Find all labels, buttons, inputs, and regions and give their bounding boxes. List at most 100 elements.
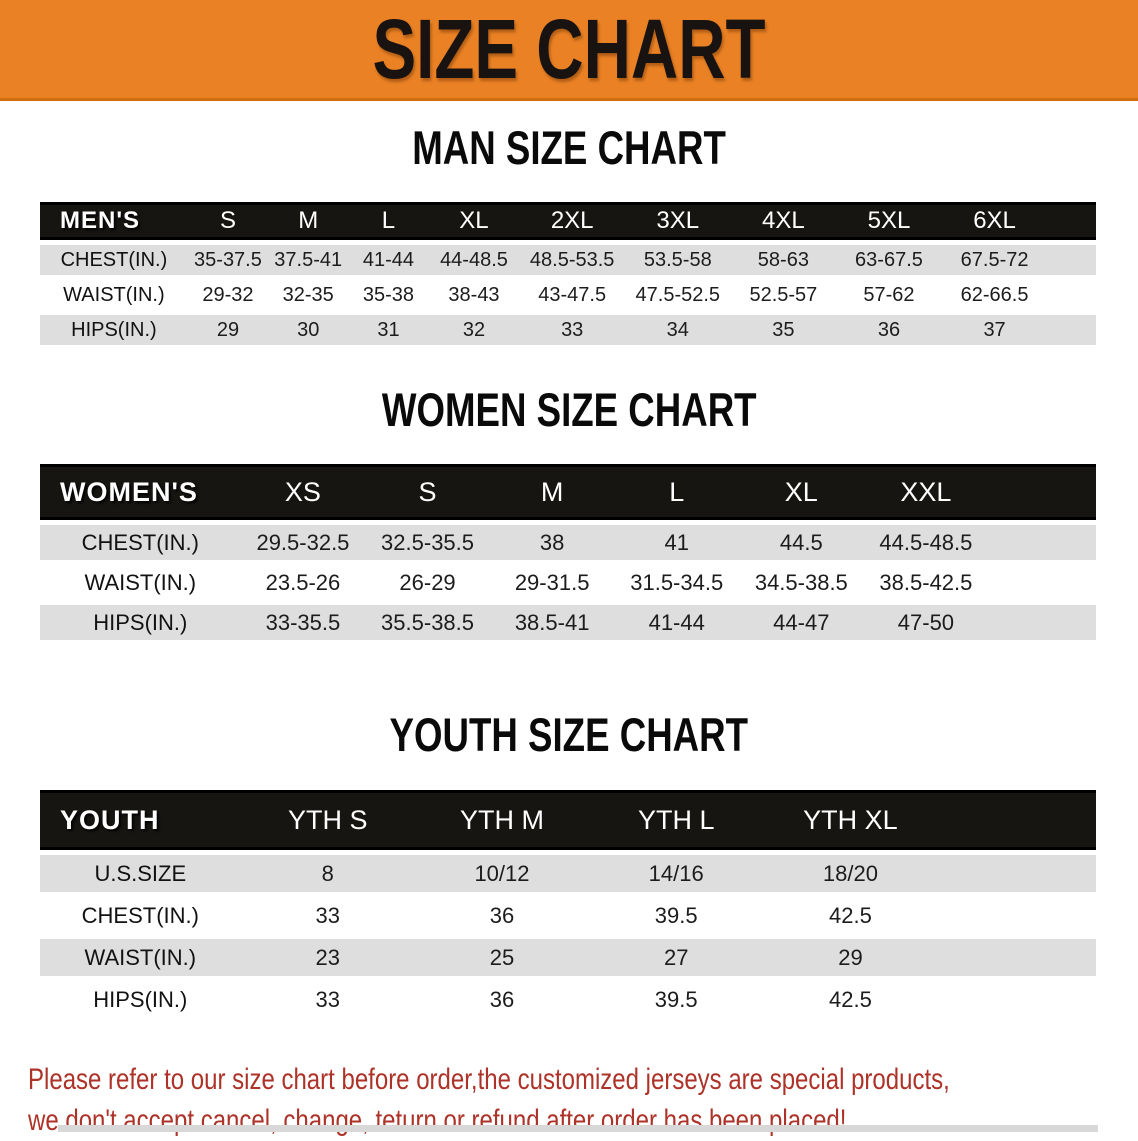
row-label: CHEST(IN.)	[81, 902, 199, 928]
size-value: 33	[519, 315, 625, 345]
size-column-header: XL	[428, 202, 520, 240]
size-value: 39.5	[654, 902, 698, 928]
row-spacer	[988, 565, 1096, 600]
size-value: 29	[763, 939, 938, 976]
size-value: 38	[489, 525, 615, 560]
size-value: 42.5	[829, 902, 872, 928]
size-column-header: YTH XL	[763, 790, 938, 850]
size-value: 32-35	[282, 283, 334, 306]
size-value: 14/16	[589, 855, 764, 892]
header-spacer	[988, 464, 1096, 520]
size-value: 41-44	[614, 605, 740, 640]
row-spacer	[1047, 315, 1096, 345]
size-value: 29	[187, 315, 269, 345]
size-value: 36	[489, 902, 515, 928]
size-value: 52.5-57	[749, 283, 818, 306]
women-chart-heading-text: WOMEN SIZE CHART	[381, 383, 757, 436]
size-value: 29.5-32.5	[240, 525, 366, 560]
row-spacer	[937, 855, 1096, 892]
disclaimer-line-1: Please refer to our size chart before or…	[28, 1063, 950, 1096]
size-column-header: XXL	[863, 464, 989, 520]
size-value: 29-31.5	[514, 569, 590, 595]
size-column-header: 4XL	[730, 202, 837, 240]
size-value: 29-32	[202, 283, 254, 306]
size-value: 38-43	[448, 283, 500, 306]
row-label: HIPS(IN.)	[40, 605, 241, 640]
size-column-header: YTH L	[589, 790, 764, 850]
size-value: 26-29	[399, 569, 456, 595]
size-value: 23	[240, 939, 415, 976]
size-chart-title: SIZE CHART	[372, 1, 766, 96]
size-value: 34.5-38.5	[754, 569, 848, 595]
men-chart-heading-text: MAN SIZE CHART	[412, 121, 726, 174]
row-spacer	[938, 981, 1096, 1018]
size-column-header: XL	[739, 464, 864, 520]
row-label: CHEST(IN.)	[40, 245, 188, 275]
size-value: 31.5-34.5	[630, 569, 724, 595]
size-value: 44.5	[739, 525, 864, 560]
size-value: 57-62	[863, 283, 915, 306]
header-spacer	[937, 790, 1096, 850]
size-value: 27	[589, 939, 764, 976]
size-value: 30	[268, 315, 349, 345]
men-table-corner-label: MEN'S	[40, 202, 188, 240]
size-column-header: L	[614, 464, 740, 520]
size-value: 67.5-72	[941, 245, 1048, 275]
youth-size-table: YOUTH YTH S YTH M YTH L YTH XL U.S.SIZE 8 10/12…	[40, 785, 1096, 1023]
size-value: 35-37.5	[187, 245, 269, 275]
row-label: WAIST(IN.)	[40, 939, 241, 976]
size-column-header: YTH M	[414, 790, 590, 850]
size-value: 36	[489, 986, 515, 1012]
size-value: 58-63	[730, 245, 837, 275]
size-value: 37.5-41	[268, 245, 349, 275]
size-value: 35.5-38.5	[365, 605, 490, 640]
size-value: 32	[428, 315, 520, 345]
size-value: 37	[941, 315, 1048, 345]
size-value: 42.5	[829, 986, 872, 1012]
row-spacer	[1047, 245, 1096, 275]
size-value: 48.5-53.5	[519, 245, 625, 275]
row-label: WAIST(IN.)	[63, 283, 165, 306]
size-value: 44-47	[739, 605, 864, 640]
size-column-header: M	[268, 202, 349, 240]
size-column-header: M	[489, 464, 615, 520]
row-label: WAIST(IN.)	[84, 569, 197, 595]
row-label: CHEST(IN.)	[40, 525, 241, 560]
row-spacer	[938, 897, 1096, 934]
size-value: 43-47.5	[538, 283, 607, 306]
women-chart-heading: WOMEN SIZE CHART	[0, 383, 1138, 446]
size-value: 35-38	[362, 283, 415, 306]
youth-table-corner-label: YOUTH	[40, 790, 241, 850]
size-chart-banner: SIZE CHART	[0, 0, 1138, 101]
size-value: 33	[315, 986, 340, 1012]
women-table-corner-label: WOMEN'S	[40, 464, 241, 520]
size-value: 39.5	[654, 986, 698, 1012]
disclaimer-line-2: we don't accept cancel, change, teturn o…	[28, 1104, 847, 1137]
disclaimer-note: Please refer to our size chart before or…	[0, 1059, 1138, 1141]
size-value: 33	[315, 902, 340, 928]
size-value: 8	[240, 855, 415, 892]
row-spacer	[1047, 280, 1096, 310]
women-size-table: WOMEN'S XS S M L XL XXL CHEST(IN.) 29.5-32.5 32.5…	[40, 459, 1096, 645]
size-column-header: 5XL	[836, 202, 942, 240]
youth-chart-heading-text: YOUTH SIZE CHART	[389, 708, 749, 761]
size-value: 38.5-42.5	[879, 569, 973, 595]
size-value: 44-48.5	[428, 245, 520, 275]
size-column-header: S	[187, 202, 269, 240]
size-value: 25	[414, 939, 590, 976]
size-column-header: S	[365, 464, 490, 520]
size-value: 34	[624, 315, 731, 345]
bottom-divider	[58, 1125, 1098, 1132]
size-value: 47-50	[863, 605, 989, 640]
header-spacer	[1047, 202, 1096, 240]
size-value: 41-44	[348, 245, 429, 275]
size-column-header: 6XL	[941, 202, 1048, 240]
row-label: HIPS(IN.)	[40, 315, 188, 345]
men-size-table: MEN'S S M L XL 2XL 3XL 4XL 5XL 6XL CHEST(IN.) 35-37…	[40, 197, 1096, 350]
size-column-header: XS	[240, 464, 366, 520]
row-spacer	[937, 939, 1096, 976]
size-value: 33-35.5	[240, 605, 366, 640]
row-label: U.S.SIZE	[40, 855, 241, 892]
size-value: 32.5-35.5	[365, 525, 490, 560]
size-value: 47.5-52.5	[635, 283, 721, 306]
